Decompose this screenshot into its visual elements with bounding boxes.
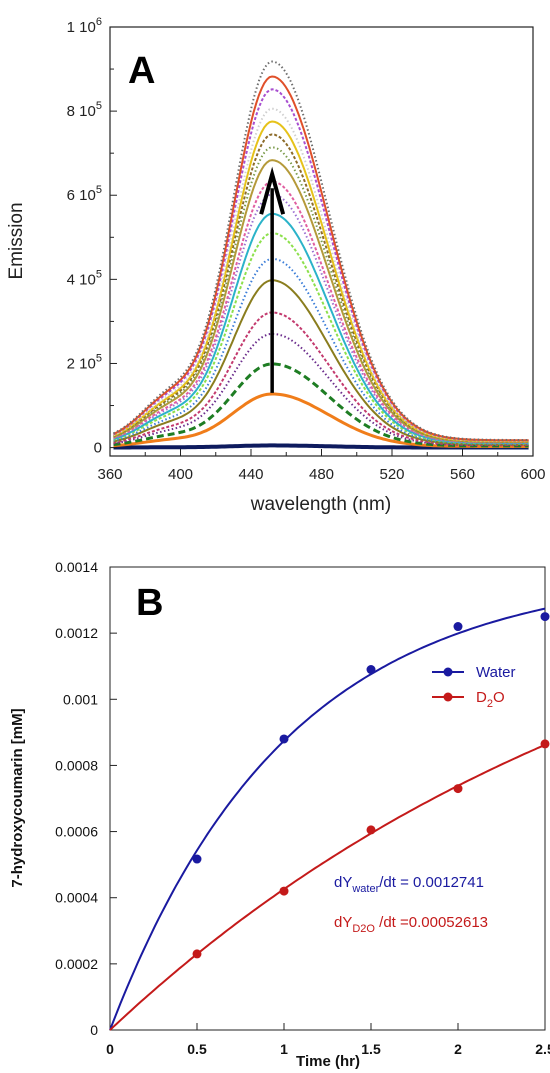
legend-marker-d2o: [443, 692, 453, 702]
y-tick-label: 1 106: [67, 16, 102, 36]
data-point: [279, 886, 289, 896]
y-tick-label: 0.0014: [55, 559, 98, 575]
y-tick-label: 2 105: [67, 352, 102, 372]
y-tick-label: 0.0006: [55, 824, 98, 840]
emission-curves: [113, 60, 529, 450]
emission-curve: [113, 212, 529, 444]
fit-curves: [109, 607, 546, 1031]
rate-annotation-water: dYwater/dt = 0.0012741: [334, 874, 484, 895]
emission-curve: [113, 362, 529, 448]
panel-a-emission-chart: 360 400 440 480 520 560 600 0 2 105 4 105 6 105 8 1…: [6, 16, 546, 515]
rate-annotation-d2o: dYD2O /dt =0.00052613: [334, 914, 488, 935]
data-point: [192, 854, 202, 864]
x-tick-label: 400: [168, 466, 193, 483]
y-tick-label: 6 105: [67, 184, 102, 204]
x-tick-label: 1: [280, 1041, 288, 1057]
y-axis-label: 7-hydroxycoumarin [mM]: [9, 708, 26, 887]
data-point: [540, 739, 550, 749]
x-tick-label: 560: [450, 466, 475, 483]
arrow-head: [259, 166, 286, 215]
y-tick-label: 4 105: [67, 268, 102, 288]
x-tick-label: 520: [379, 466, 404, 483]
axis-ticks: 360 400 440 480 520 560 600 0 2 105 4 105 6 105 8 1…: [67, 16, 546, 483]
x-tick-label: 480: [309, 466, 334, 483]
y-tick-label: 0: [90, 1022, 98, 1038]
emission-curve: [113, 120, 529, 443]
y-tick-label: 0.0004: [55, 890, 98, 906]
emission-curve: [113, 88, 529, 442]
y-axis-label: Emission: [6, 202, 27, 279]
data-points: [192, 612, 550, 959]
emission-curve: [113, 75, 529, 442]
x-tick-label: 440: [238, 466, 263, 483]
legend-label-water: Water: [476, 664, 515, 681]
emission-curve: [113, 311, 529, 446]
x-axis-label: wavelength (nm): [250, 494, 391, 515]
panel-b-kinetics-chart: 0 0.5 1 1.5 2 2.5 0 0.0002 0.0004 0.0006 0.0008 0.0…: [9, 559, 550, 1070]
panel-label-b: B: [136, 582, 163, 624]
x-axis-label: Time (hr): [296, 1053, 360, 1070]
data-point: [540, 612, 550, 622]
data-point: [279, 734, 289, 744]
plot-frame: [109, 566, 546, 1031]
y-tick-label: 0.0012: [55, 625, 98, 641]
increase-arrow: [259, 166, 286, 393]
x-tick-label: 0.5: [187, 1041, 207, 1057]
emission-curve: [113, 60, 529, 441]
emission-curve: [113, 180, 529, 444]
data-point: [453, 784, 463, 794]
y-tick-label: 0: [94, 440, 102, 457]
y-tick-label: 0.0002: [55, 956, 98, 972]
x-tick-label: 2: [454, 1041, 462, 1057]
x-tick-label: 2.5: [535, 1041, 550, 1057]
data-point: [192, 949, 202, 959]
emission-curve: [113, 279, 529, 446]
data-point: [366, 665, 376, 675]
y-tick-label: 0.0008: [55, 757, 98, 773]
axis-ticks: 0 0.5 1 1.5 2 2.5 0 0.0002 0.0004 0.0006 0.0008 0.0…: [55, 559, 550, 1057]
legend-label-d2o: D2O: [476, 689, 505, 710]
x-tick-label: 1.5: [361, 1041, 381, 1057]
legend: Water D2O: [432, 664, 515, 710]
fit-curve-d2o: [109, 743, 546, 1031]
x-tick-label: 360: [97, 466, 122, 483]
x-tick-label: 0: [106, 1041, 114, 1057]
y-tick-label: 0.001: [63, 691, 98, 707]
fit-curve-water: [109, 607, 546, 1031]
y-tick-label: 8 105: [67, 100, 102, 120]
emission-curve: [113, 159, 529, 443]
panel-label-a: A: [128, 50, 155, 92]
legend-marker-water: [443, 667, 453, 677]
emission-curve: [113, 332, 529, 447]
x-tick-label: 600: [520, 466, 545, 483]
data-point: [366, 825, 376, 835]
data-point: [453, 622, 463, 632]
